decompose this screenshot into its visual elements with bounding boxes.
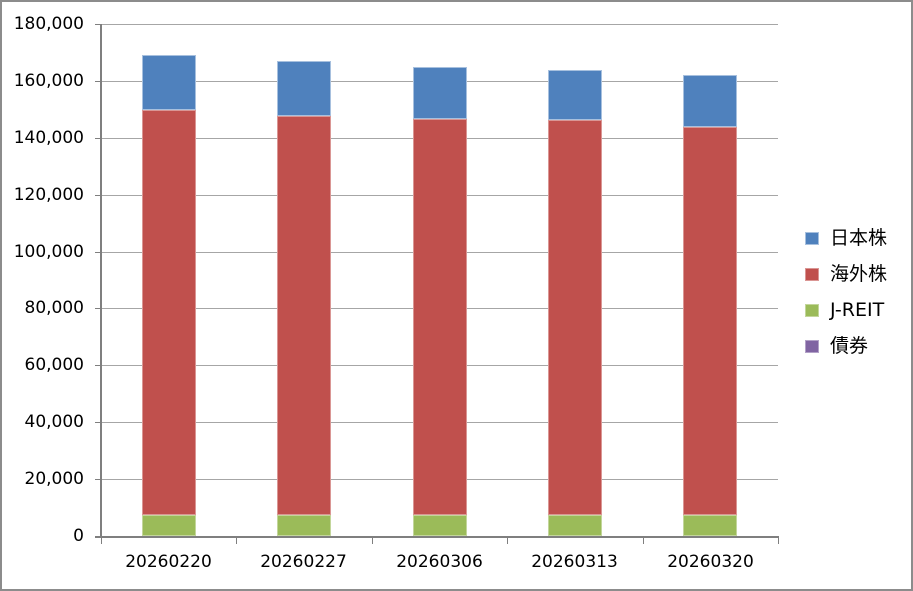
legend-item-overseas-stocks[interactable]: 海外株 [805, 263, 887, 285]
bar-segment-j-reit[interactable] [413, 514, 467, 536]
x-axis-label: 20260320 [667, 552, 754, 572]
y-axis-tick [95, 24, 101, 25]
x-axis-label: 20260227 [260, 552, 347, 572]
x-axis-tick [372, 536, 373, 544]
y-axis-tick [95, 422, 101, 423]
y-axis-line[interactable] [100, 24, 102, 538]
y-axis-label: 60,000 [24, 355, 84, 375]
bar-segment-overseas-stocks[interactable] [413, 119, 467, 515]
x-axis-tick [507, 536, 508, 544]
y-axis-tick [95, 81, 101, 82]
bar-segment-overseas-stocks[interactable] [548, 120, 602, 515]
x-axis-label: 20260306 [396, 552, 483, 572]
x-axis-label: 20260220 [125, 552, 212, 572]
bar-segment-japan-stocks[interactable] [683, 75, 737, 127]
x-axis-tick [643, 536, 644, 544]
bar-segment-j-reit[interactable] [142, 514, 196, 536]
y-axis-tick [95, 365, 101, 366]
legend-swatch-overseas-stocks [805, 267, 819, 281]
y-axis-label: 100,000 [13, 242, 84, 262]
bar-segment-j-reit[interactable] [548, 514, 602, 536]
legend-item-japan-stocks[interactable]: 日本株 [805, 227, 887, 249]
bar-segment-japan-stocks[interactable] [142, 55, 196, 110]
legend-label: 債券 [830, 335, 869, 357]
bar-segment-j-reit[interactable] [277, 514, 331, 536]
y-axis-label: 80,000 [24, 298, 84, 318]
y-axis-label: 180,000 [13, 14, 84, 34]
legend-item-j-reit[interactable]: J-REIT [805, 299, 884, 321]
y-axis-label: 20,000 [24, 469, 84, 489]
x-axis-tick [778, 536, 779, 544]
bar-segment-japan-stocks[interactable] [548, 70, 602, 121]
y-axis-tick [95, 308, 101, 309]
y-axis-label: 120,000 [13, 185, 84, 205]
bar-segment-overseas-stocks[interactable] [277, 115, 331, 515]
bar-segment-overseas-stocks[interactable] [683, 126, 737, 515]
x-axis-label: 20260313 [531, 552, 618, 572]
legend-label: 日本株 [830, 227, 888, 249]
y-axis-label: 140,000 [13, 128, 84, 148]
y-axis-label: 0 [73, 526, 84, 546]
bar-segment-japan-stocks[interactable] [413, 66, 467, 120]
y-axis-label: 160,000 [13, 71, 84, 91]
x-axis-tick [236, 536, 237, 544]
y-axis-tick [95, 479, 101, 480]
bar-segment-j-reit[interactable] [683, 514, 737, 536]
x-axis-tick [101, 536, 102, 544]
y-axis-tick [95, 252, 101, 253]
legend-item-bonds[interactable]: 債券 [805, 335, 868, 357]
legend-label: J-REIT [830, 299, 885, 321]
x-axis-line[interactable] [95, 536, 778, 538]
legend-swatch-japan-stocks [805, 231, 819, 245]
legend-swatch-bonds [805, 339, 819, 353]
y-axis-tick [95, 195, 101, 196]
bar-segment-japan-stocks[interactable] [277, 60, 331, 116]
legend-swatch-j-reit [805, 303, 819, 317]
bar-segment-overseas-stocks[interactable] [142, 109, 196, 515]
y-axis-tick [95, 138, 101, 139]
legend-label: 海外株 [830, 263, 888, 285]
y-gridline [101, 24, 778, 25]
y-axis-label: 40,000 [24, 412, 84, 432]
